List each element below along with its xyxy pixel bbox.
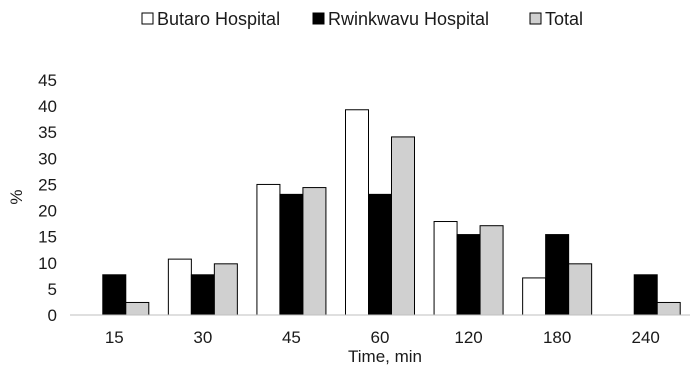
legend-swatch-total [529,12,542,25]
bar-total-30 [213,263,238,316]
x-tick-label: 60 [371,328,390,347]
bar-butaro-hospital-180 [522,277,547,316]
x-axis-label: Time, min [348,347,422,366]
x-tick-label: 240 [632,328,660,347]
bar-total-60 [391,136,415,316]
y-tick-label: 10 [38,254,57,273]
bar-butaro-hospital-30 [167,258,192,316]
legend: Butaro Hospital Rwinkwavu Hospital Total [141,9,583,29]
y-tick-label: 40 [38,97,57,116]
y-tick-label: 35 [38,123,57,142]
y-tick-label: 15 [38,228,57,247]
bar-total-240 [656,301,681,316]
y-tick-label: 25 [38,175,57,194]
legend-swatch-rwinkwavu-hospital [312,12,325,25]
bar-butaro-hospital-60 [345,109,369,316]
bar-rwinkwavu-hospital-120 [456,234,481,316]
x-tick-label: 45 [282,328,301,347]
legend-label: Rwinkwavu Hospital [328,9,489,29]
legend-swatch-butaro-hospital [141,12,154,25]
x-tick-label: 120 [454,328,482,347]
bar-total-120 [479,225,504,316]
y-axis-label: % [7,189,26,204]
x-tick-label: 30 [193,328,212,347]
bar-total-15 [125,301,150,316]
y-tick-label: 45 [38,71,57,90]
bar-total-45 [302,187,327,316]
y-tick-label: 5 [48,280,57,299]
bar-rwinkwavu-hospital-60 [368,193,392,316]
y-tick-label: 30 [38,149,57,168]
legend-label: Total [545,9,583,29]
bar-rwinkwavu-hospital-180 [545,234,570,316]
bar-rwinkwavu-hospital-30 [190,274,215,316]
bar-rwinkwavu-hospital-15 [102,274,127,316]
x-tick-label: 180 [543,328,571,347]
bar-butaro-hospital-120 [433,221,458,316]
y-tick-label: 20 [38,202,57,221]
bar-rwinkwavu-hospital-240 [633,274,658,316]
y-axis: 0 5 10 15 20 25 30 35 40 45 [38,71,57,325]
bars [102,109,681,316]
x-tick-label: 15 [105,328,124,347]
y-tick-label: 0 [48,306,57,325]
bar-total-180 [568,263,593,316]
bar-butaro-hospital-45 [256,183,281,316]
legend-label: Butaro Hospital [157,9,280,29]
bar-rwinkwavu-hospital-45 [279,193,304,316]
x-axis: 15 30 45 60 120 180 240 [70,314,690,347]
